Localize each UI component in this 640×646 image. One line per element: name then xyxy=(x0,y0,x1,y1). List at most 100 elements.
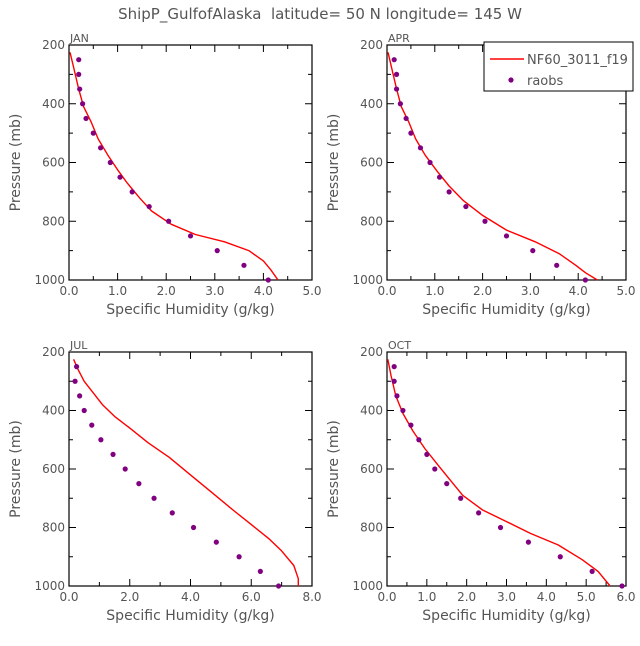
legend: NF60_3011_f19 raobs xyxy=(483,41,634,92)
y-tick-label: 1000 xyxy=(34,579,65,593)
raobs-point xyxy=(424,451,430,457)
y-tick-label: 600 xyxy=(42,462,65,476)
raobs-point xyxy=(394,393,400,399)
y-tick-label: 200 xyxy=(42,345,65,359)
raobs-point xyxy=(90,130,96,136)
y-axis-label: Pressure (mb) xyxy=(8,420,24,518)
raobs-point xyxy=(97,145,104,151)
y-tick-label: 200 xyxy=(42,38,65,52)
y-tick-label: 1000 xyxy=(352,579,383,593)
raobs-point xyxy=(73,364,80,370)
panel-label: JUL xyxy=(69,339,88,352)
raobs-point xyxy=(497,524,504,531)
panel-label: JAN xyxy=(69,32,89,45)
raobs-point xyxy=(417,145,424,151)
x-tick-label: 2.0 xyxy=(473,284,492,298)
raobs-point xyxy=(214,248,220,254)
x-tick-label: 0.0 xyxy=(377,284,396,298)
x-tick-label: 5.0 xyxy=(616,284,635,298)
y-tick-label: 1000 xyxy=(352,273,383,287)
raobs-point xyxy=(257,568,263,574)
raobs-point xyxy=(72,378,78,384)
raobs-point xyxy=(98,437,104,443)
model-line-apr xyxy=(387,52,598,281)
x-tick-label: 4.0 xyxy=(537,590,556,604)
raobs-point xyxy=(432,466,438,472)
raobs-point xyxy=(530,248,536,254)
raobs-point xyxy=(187,233,194,239)
x-tick-label: 4.0 xyxy=(569,284,588,298)
raobs-point xyxy=(391,57,397,63)
raobs-point xyxy=(275,583,282,589)
raobs-point xyxy=(136,481,142,487)
model-line-oct xyxy=(387,359,611,587)
raobs-point xyxy=(525,539,532,545)
x-axis-label: Specific Humidity (g/kg) xyxy=(106,608,274,624)
raobs-point xyxy=(458,495,464,501)
y-tick-label: 800 xyxy=(42,521,65,535)
x-tick-label: 3.0 xyxy=(497,590,516,604)
y-tick-label: 400 xyxy=(360,404,383,418)
y-tick-label: 800 xyxy=(360,214,383,228)
x-axis-label: Specific Humidity (g/kg) xyxy=(422,302,590,318)
y-tick-label: 1000 xyxy=(34,273,65,287)
raobs-point xyxy=(589,568,595,574)
x-tick-label: 3.0 xyxy=(205,284,224,298)
raobs-point xyxy=(391,378,397,384)
raobs-point xyxy=(151,495,157,501)
raobs-point xyxy=(236,554,242,560)
y-tick-label: 800 xyxy=(42,214,65,228)
raobs-point xyxy=(77,393,83,399)
x-tick-label: 2.0 xyxy=(457,590,476,604)
y-tick-label: 200 xyxy=(360,38,383,52)
raobs-point xyxy=(416,437,422,443)
plot-frame xyxy=(386,351,627,587)
raobs-point xyxy=(117,174,123,180)
raobs-point xyxy=(582,277,588,283)
y-tick-label: 400 xyxy=(360,97,383,111)
y-tick-label: 600 xyxy=(360,462,383,476)
y-tick-label: 600 xyxy=(360,156,383,170)
raobs-point xyxy=(397,101,403,107)
x-tick-label: 6.0 xyxy=(242,590,261,604)
figure-title: ShipP_GulfofAlaska latitude= 50 N longit… xyxy=(118,5,522,24)
model-line-jul xyxy=(72,359,299,586)
raobs-point xyxy=(557,554,563,560)
x-tick-label: 0.0 xyxy=(59,590,78,604)
raobs-point xyxy=(122,466,128,472)
raobs-point xyxy=(76,57,82,63)
raobs-point xyxy=(436,174,443,180)
raobs-point xyxy=(83,115,89,122)
raobs-point xyxy=(213,539,219,545)
y-tick-label: 200 xyxy=(360,345,383,359)
panel-jan: JAN 0.0 1.0 2.0 3.0 4.0 5.0 200 400 600 800 1000 Spe… xyxy=(8,32,322,318)
panel-label: OCT xyxy=(388,339,411,352)
raobs-point xyxy=(503,233,510,239)
raobs-point xyxy=(76,71,82,77)
legend-model-label: NF60_3011_f19 xyxy=(527,53,628,68)
raobs-point xyxy=(129,189,135,195)
model-line-jan xyxy=(69,52,279,281)
raobs-point xyxy=(482,218,488,224)
legend-obs-label: raobs xyxy=(527,74,564,89)
x-tick-label: 5.0 xyxy=(302,284,321,298)
raobs-point xyxy=(444,481,450,487)
y-tick-label: 800 xyxy=(360,521,383,535)
x-tick-label: 1.0 xyxy=(417,590,436,604)
x-tick-label: 4.0 xyxy=(254,284,273,298)
raobs-point xyxy=(403,115,409,122)
raobs-point xyxy=(554,262,560,268)
raobs-point xyxy=(80,101,86,107)
raobs-point xyxy=(77,86,83,92)
y-tick-label: 600 xyxy=(42,156,65,170)
raobs-point xyxy=(391,364,397,370)
x-axis-label: Specific Humidity (g/kg) xyxy=(422,608,590,624)
raobs-point xyxy=(476,510,482,516)
x-tick-label: 4.0 xyxy=(181,590,200,604)
x-tick-label: 5.0 xyxy=(577,590,596,604)
x-tick-label: 3.0 xyxy=(521,284,540,298)
x-tick-label: 2.0 xyxy=(157,284,176,298)
raobs-point xyxy=(81,407,87,414)
raobs-point xyxy=(393,71,400,77)
